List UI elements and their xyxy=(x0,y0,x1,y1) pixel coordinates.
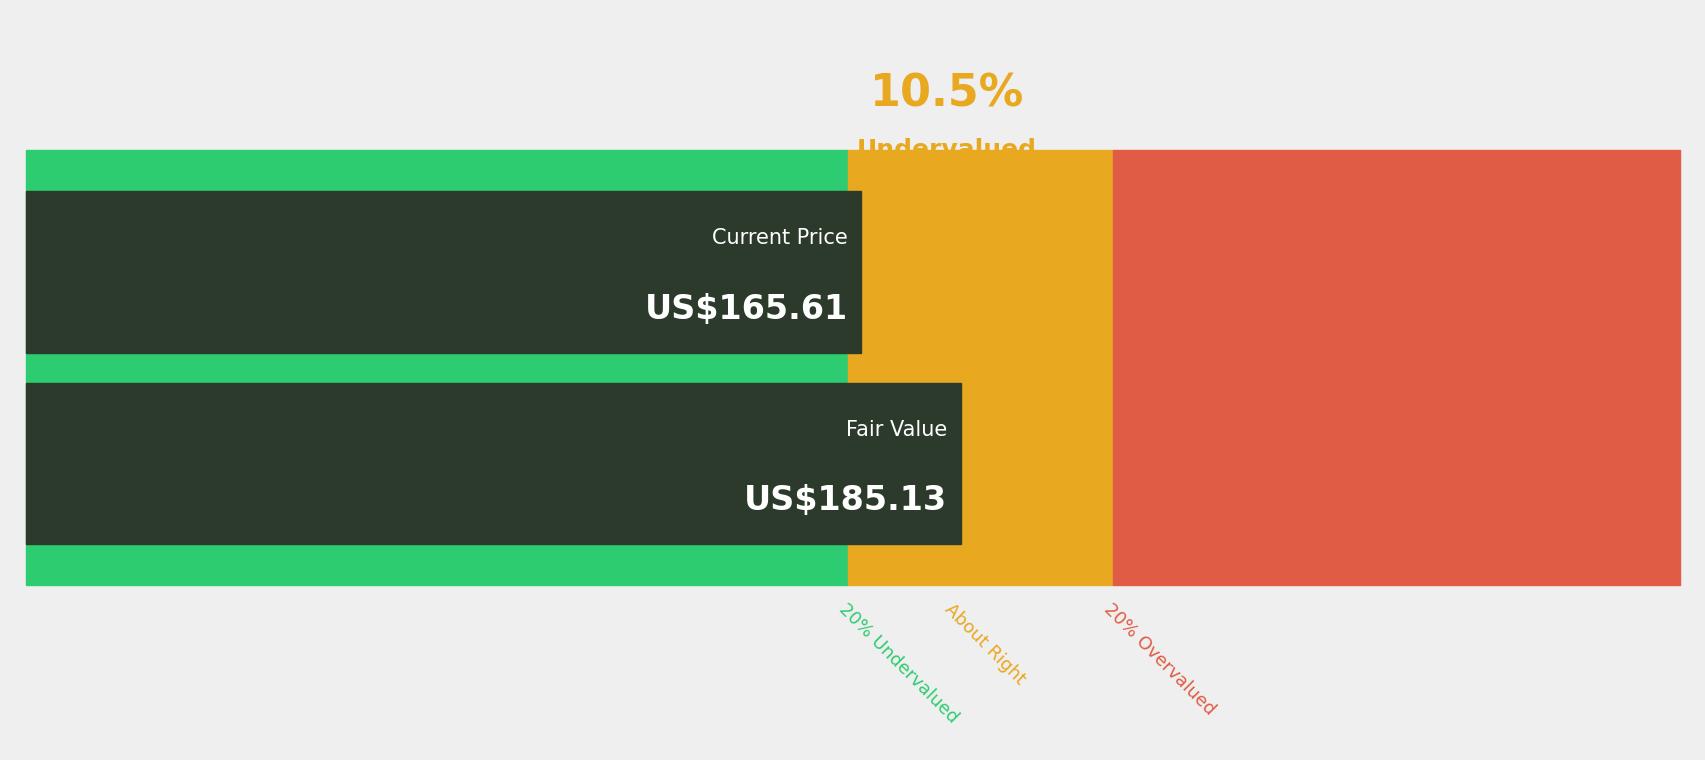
Bar xyxy=(26,150,847,585)
Text: 20% Overvalued: 20% Overvalued xyxy=(1100,600,1217,719)
Bar xyxy=(26,192,861,353)
Bar xyxy=(26,383,960,544)
Text: US$185.13: US$185.13 xyxy=(743,484,946,518)
Text: About Right: About Right xyxy=(941,600,1028,689)
Text: 20% Undervalued: 20% Undervalued xyxy=(835,600,962,727)
Text: Undervalued: Undervalued xyxy=(856,138,1037,162)
Text: Fair Value: Fair Value xyxy=(846,420,946,439)
Bar xyxy=(1112,150,1679,585)
Text: 10.5%: 10.5% xyxy=(870,72,1023,116)
Text: US$165.61: US$165.61 xyxy=(644,293,847,326)
Text: Current Price: Current Price xyxy=(711,228,847,249)
Bar xyxy=(847,150,1112,585)
